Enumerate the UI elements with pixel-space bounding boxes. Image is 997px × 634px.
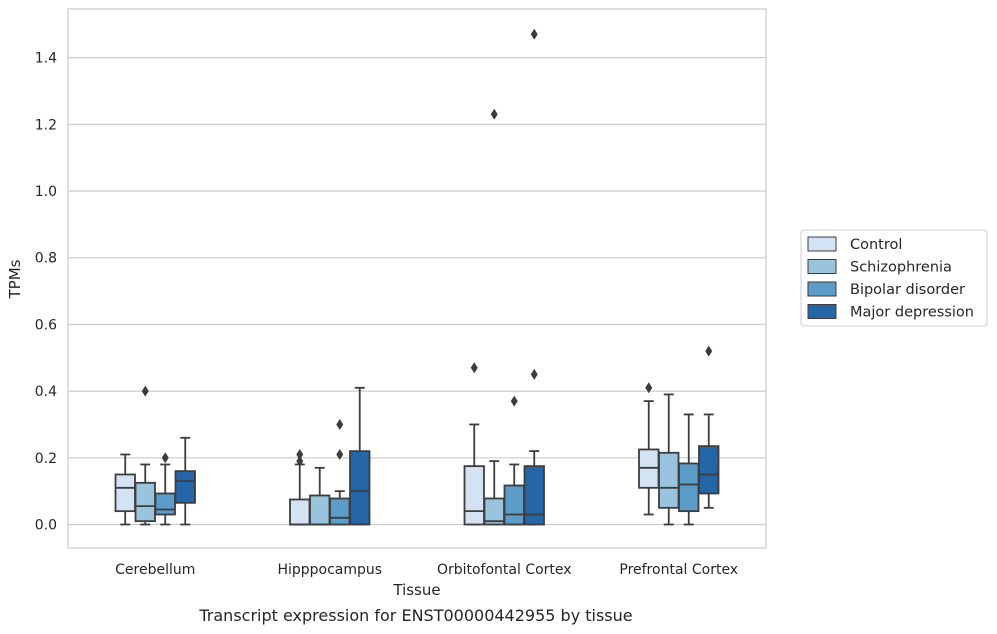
y-axis-label: TPMs: [6, 259, 24, 299]
outlier-point: [296, 448, 304, 460]
outlier-point: [530, 28, 538, 40]
box: [349, 386, 371, 526]
x-tick-label: Hipppocampus: [277, 562, 382, 578]
y-tick-label: 0.2: [35, 451, 57, 467]
box-body: [134, 481, 156, 523]
legend-swatch: [807, 259, 837, 274]
outlier-point: [296, 455, 304, 467]
series-schizophrenia: [134, 108, 680, 526]
x-axis-ticks: Cerebellum Hipppocampus Orbitofontal Corte…: [115, 562, 738, 578]
box-body: [698, 445, 720, 495]
box-body: [523, 465, 545, 526]
outlier-point: [161, 452, 169, 464]
x-tick-label: Orbitofontal Cortex: [437, 562, 572, 578]
box-body: [349, 450, 371, 526]
legend-swatch: [807, 236, 837, 252]
legend-label: Control: [850, 237, 902, 253]
box-series: [114, 28, 720, 526]
box: [698, 345, 720, 509]
outlier-point: [510, 395, 518, 407]
y-tick-label: 1.2: [35, 117, 57, 133]
box: [134, 385, 156, 526]
y-tick-label: 0.0: [35, 518, 57, 534]
box: [154, 452, 176, 526]
legend-frame: [800, 229, 988, 327]
series-bipolar-disorder: [154, 395, 700, 526]
box: [658, 393, 680, 526]
y-tick-label: 1.0: [35, 184, 57, 200]
legend-swatch: [807, 304, 837, 319]
box-body: [309, 494, 331, 526]
outlier-point: [645, 382, 653, 394]
y-tick-label: 0.4: [35, 384, 57, 400]
legend-label: Major depression: [850, 305, 974, 321]
x-tick-label: Cerebellum: [115, 562, 195, 578]
plot-frame: [67, 8, 767, 549]
box-body: [289, 498, 311, 526]
box: [463, 362, 485, 526]
box: [483, 108, 505, 526]
box-body: [174, 470, 196, 504]
series-control: [114, 362, 660, 526]
box-body: [678, 462, 700, 513]
box: [329, 418, 351, 526]
box-body: [503, 484, 525, 526]
y-tick-label: 0.6: [35, 317, 57, 333]
box: [174, 436, 196, 526]
grid-lines: [68, 56, 766, 526]
box-body: [154, 492, 176, 516]
outlier-point: [470, 362, 478, 374]
outlier-point: [490, 108, 498, 120]
legend-label: Schizophrenia: [850, 260, 952, 276]
outlier-point: [336, 418, 344, 430]
outlier-point: [336, 448, 344, 460]
box-body: [114, 473, 136, 513]
box-body: [329, 497, 351, 526]
box: [678, 413, 700, 526]
legend-label: Bipolar disorder: [850, 282, 965, 298]
outlier-point: [141, 385, 149, 397]
box: [638, 382, 660, 516]
box: [289, 448, 311, 526]
x-tick-label: Prefrontal Cortex: [619, 562, 738, 578]
box-body: [658, 451, 680, 509]
y-tick-label: 0.8: [35, 251, 57, 267]
outlier-point: [705, 345, 713, 357]
legend: Control Schizophrenia Bipolar disorder Majo…: [800, 229, 988, 327]
x-axis-label: Tissue: [392, 581, 440, 599]
y-tick-label: 1.4: [35, 51, 57, 67]
series-major-depression: [174, 28, 720, 526]
box: [114, 453, 136, 526]
box: [309, 466, 331, 526]
figure-caption: Transcript expression for ENST0000044295…: [199, 606, 633, 625]
box-body: [463, 465, 485, 526]
box: [503, 395, 525, 526]
outlier-point: [530, 368, 538, 380]
y-axis-ticks: 0.0 0.2 0.4 0.6 0.8 1.0 1.2 1.4: [35, 51, 57, 534]
legend-swatch: [807, 281, 837, 297]
box: [523, 28, 545, 526]
